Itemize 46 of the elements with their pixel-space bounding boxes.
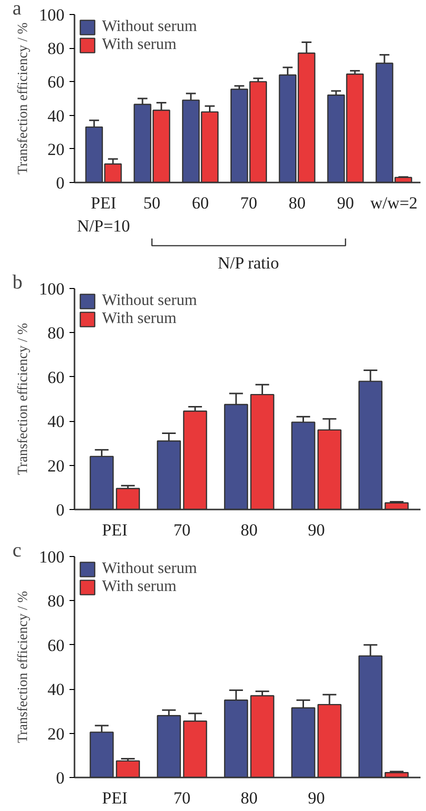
y-tick-label: 80 (48, 324, 64, 343)
legend-label: Without serum (102, 18, 197, 36)
text: N/P ratio (218, 254, 280, 273)
x-tick-label: 70 (173, 788, 190, 808)
y-tick-label: 0 (56, 174, 64, 192)
legend-label: With serum (102, 310, 176, 328)
y-tick-label: 0 (56, 500, 64, 520)
x-tick-label: 90 (336, 194, 354, 212)
legend-label: With serum (102, 36, 176, 54)
x-tick-label: PEI (102, 788, 128, 808)
x-tick-label: PEI N/P=10 (77, 194, 130, 236)
y-tick-label: 0 (56, 768, 64, 788)
chart-title: a (12, 0, 22, 20)
x-tick-label: w/w=2 (370, 194, 418, 212)
y-tick-label: 100 (39, 548, 64, 566)
y-tick-label: 100 (39, 280, 64, 298)
y-tick-label: 20 (48, 140, 64, 159)
legend-label: Without serum (102, 292, 197, 310)
x-tick-label: PEI (102, 520, 128, 540)
y-tick-label: 80 (48, 39, 64, 58)
y-axis-title: Transfection efficiency / % (16, 590, 31, 744)
y-tick-label: 60 (48, 636, 64, 655)
x-tick-label: 90 (308, 520, 325, 540)
y-axis-title: Transfection efficiency / % (16, 322, 31, 476)
x-tick-label: 50 (143, 194, 160, 212)
y-tick-label: 60 (48, 368, 64, 387)
x-tick-label: 70 (173, 520, 190, 540)
y-axis-title: Transfection efficiency / % (16, 22, 31, 175)
x-tick-label: 80 (240, 788, 258, 808)
x-tick-label: 70 (240, 194, 258, 212)
x-tick-label: 60 (192, 194, 209, 212)
y-tick-label: 40 (48, 106, 64, 126)
x-tick-label: 80 (288, 194, 306, 212)
y-tick-label: 100 (39, 6, 64, 24)
legend-label: Without serum (102, 560, 197, 578)
x-tick-label: 80 (240, 520, 258, 540)
y-tick-label: 60 (48, 72, 64, 92)
chart-title: b (12, 272, 22, 294)
y-tick-label: 20 (48, 724, 64, 744)
x-tick-label: 90 (308, 788, 325, 808)
chart-title: c (12, 540, 22, 562)
y-tick-label: 40 (48, 680, 64, 700)
y-tick-label: 40 (48, 412, 64, 432)
y-tick-label: 80 (48, 592, 64, 611)
legend-label: With serum (102, 578, 176, 596)
y-tick-label: 20 (48, 456, 64, 476)
